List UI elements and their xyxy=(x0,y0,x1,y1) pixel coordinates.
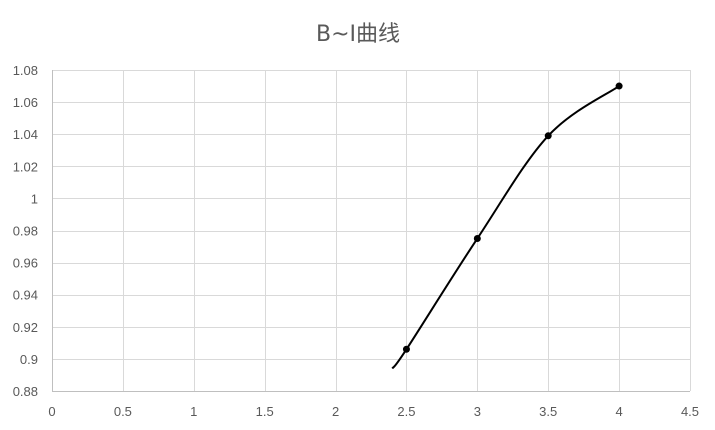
data-point xyxy=(544,132,552,140)
y-tick-label: 1.06 xyxy=(13,95,38,110)
y-tick-label: 0.88 xyxy=(13,384,38,399)
x-tick-label: 3.5 xyxy=(539,404,557,419)
x-axis-tick-labels: 0 0.5 1 1.5 2 2.5 3 3.5 4 4.5 xyxy=(48,404,699,419)
y-tick-label: 1.02 xyxy=(13,159,38,174)
data-point xyxy=(402,345,410,353)
axes xyxy=(52,70,690,392)
data-point xyxy=(473,235,481,243)
data-points xyxy=(402,82,623,353)
grid-lines xyxy=(52,70,691,392)
x-tick-label: 1 xyxy=(190,404,197,419)
y-tick-label: 0.92 xyxy=(13,320,38,335)
x-tick-label: 2 xyxy=(332,404,339,419)
y-tick-label: 1.04 xyxy=(13,127,38,142)
y-axis-tick-labels: 0.88 0.9 0.92 0.94 0.96 0.98 1 1.02 1.04 1.06 1.08 xyxy=(13,63,38,399)
x-tick-label: 0 xyxy=(48,404,55,419)
data-point xyxy=(615,82,623,90)
x-tick-label: 4.5 xyxy=(681,404,699,419)
y-tick-label: 1.08 xyxy=(13,63,38,78)
y-tick-label: 0.94 xyxy=(13,288,38,303)
x-tick-label: 2.5 xyxy=(397,404,415,419)
y-tick-label: 0.98 xyxy=(13,224,38,239)
series-line xyxy=(391,85,620,370)
x-tick-label: 4 xyxy=(615,404,622,419)
x-tick-label: 3 xyxy=(474,404,481,419)
y-tick-label: 0.96 xyxy=(13,256,38,271)
x-tick-label: 0.5 xyxy=(114,404,132,419)
x-tick-label: 1.5 xyxy=(256,404,274,419)
y-tick-label: 0.9 xyxy=(20,352,38,367)
y-tick-label: 1 xyxy=(31,191,38,206)
chart-title: B~I曲线 xyxy=(316,22,400,47)
series-curve xyxy=(391,85,620,370)
